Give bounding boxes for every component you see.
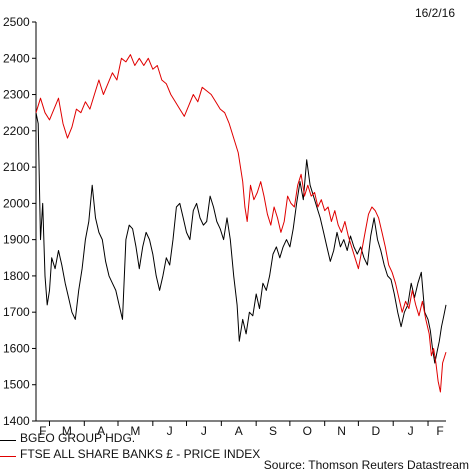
series-line-1 — [35, 54, 447, 393]
x-tick-label: O — [303, 424, 312, 438]
x-tick-label: J — [167, 424, 173, 438]
date-stamp: 16/2/16 — [414, 6, 455, 20]
y-tick-label: 2100 — [3, 160, 30, 174]
legend-swatch-0 — [0, 439, 16, 441]
y-tick-label: 2300 — [3, 88, 30, 102]
x-tick-label: A — [97, 424, 105, 438]
legend-item-1: FTSE ALL SHARE BANKS £ - PRICE INDEX — [0, 446, 260, 462]
y-tick-label: 2000 — [3, 196, 30, 210]
x-tick-label: J — [408, 424, 414, 438]
y-tick-label: 2400 — [3, 51, 30, 65]
x-tick-label: M — [62, 424, 72, 438]
y-tick-label: 1800 — [3, 269, 30, 283]
y-tick-label: 1700 — [3, 305, 30, 319]
legend-label-0: BGEO GROUP HDG. — [20, 431, 136, 445]
x-tick-label: S — [269, 424, 277, 438]
y-tick-label: 2200 — [3, 124, 30, 138]
y-tick-label: 1600 — [3, 341, 30, 355]
source-note: Source: Thomson Reuters Datastream — [263, 458, 469, 472]
y-tick-label: 2500 — [3, 15, 30, 29]
x-tick-label: N — [337, 424, 346, 438]
legend-swatch-1 — [0, 455, 16, 457]
x-tick-label: F — [39, 424, 46, 438]
y-tick-label: 1400 — [3, 414, 30, 428]
x-tick-label: D — [371, 424, 380, 438]
y-tick-label: 1900 — [3, 233, 30, 247]
legend-item-0: BGEO GROUP HDG. — [0, 430, 135, 446]
x-tick-label: F — [436, 424, 443, 438]
x-tick-label: A — [235, 424, 243, 438]
series-line-0 — [35, 112, 447, 364]
legend-label-1: FTSE ALL SHARE BANKS £ - PRICE INDEX — [20, 447, 261, 461]
x-tick-label: M — [130, 424, 140, 438]
y-tick-label: 1500 — [3, 378, 30, 392]
x-tick-label: J — [201, 424, 207, 438]
